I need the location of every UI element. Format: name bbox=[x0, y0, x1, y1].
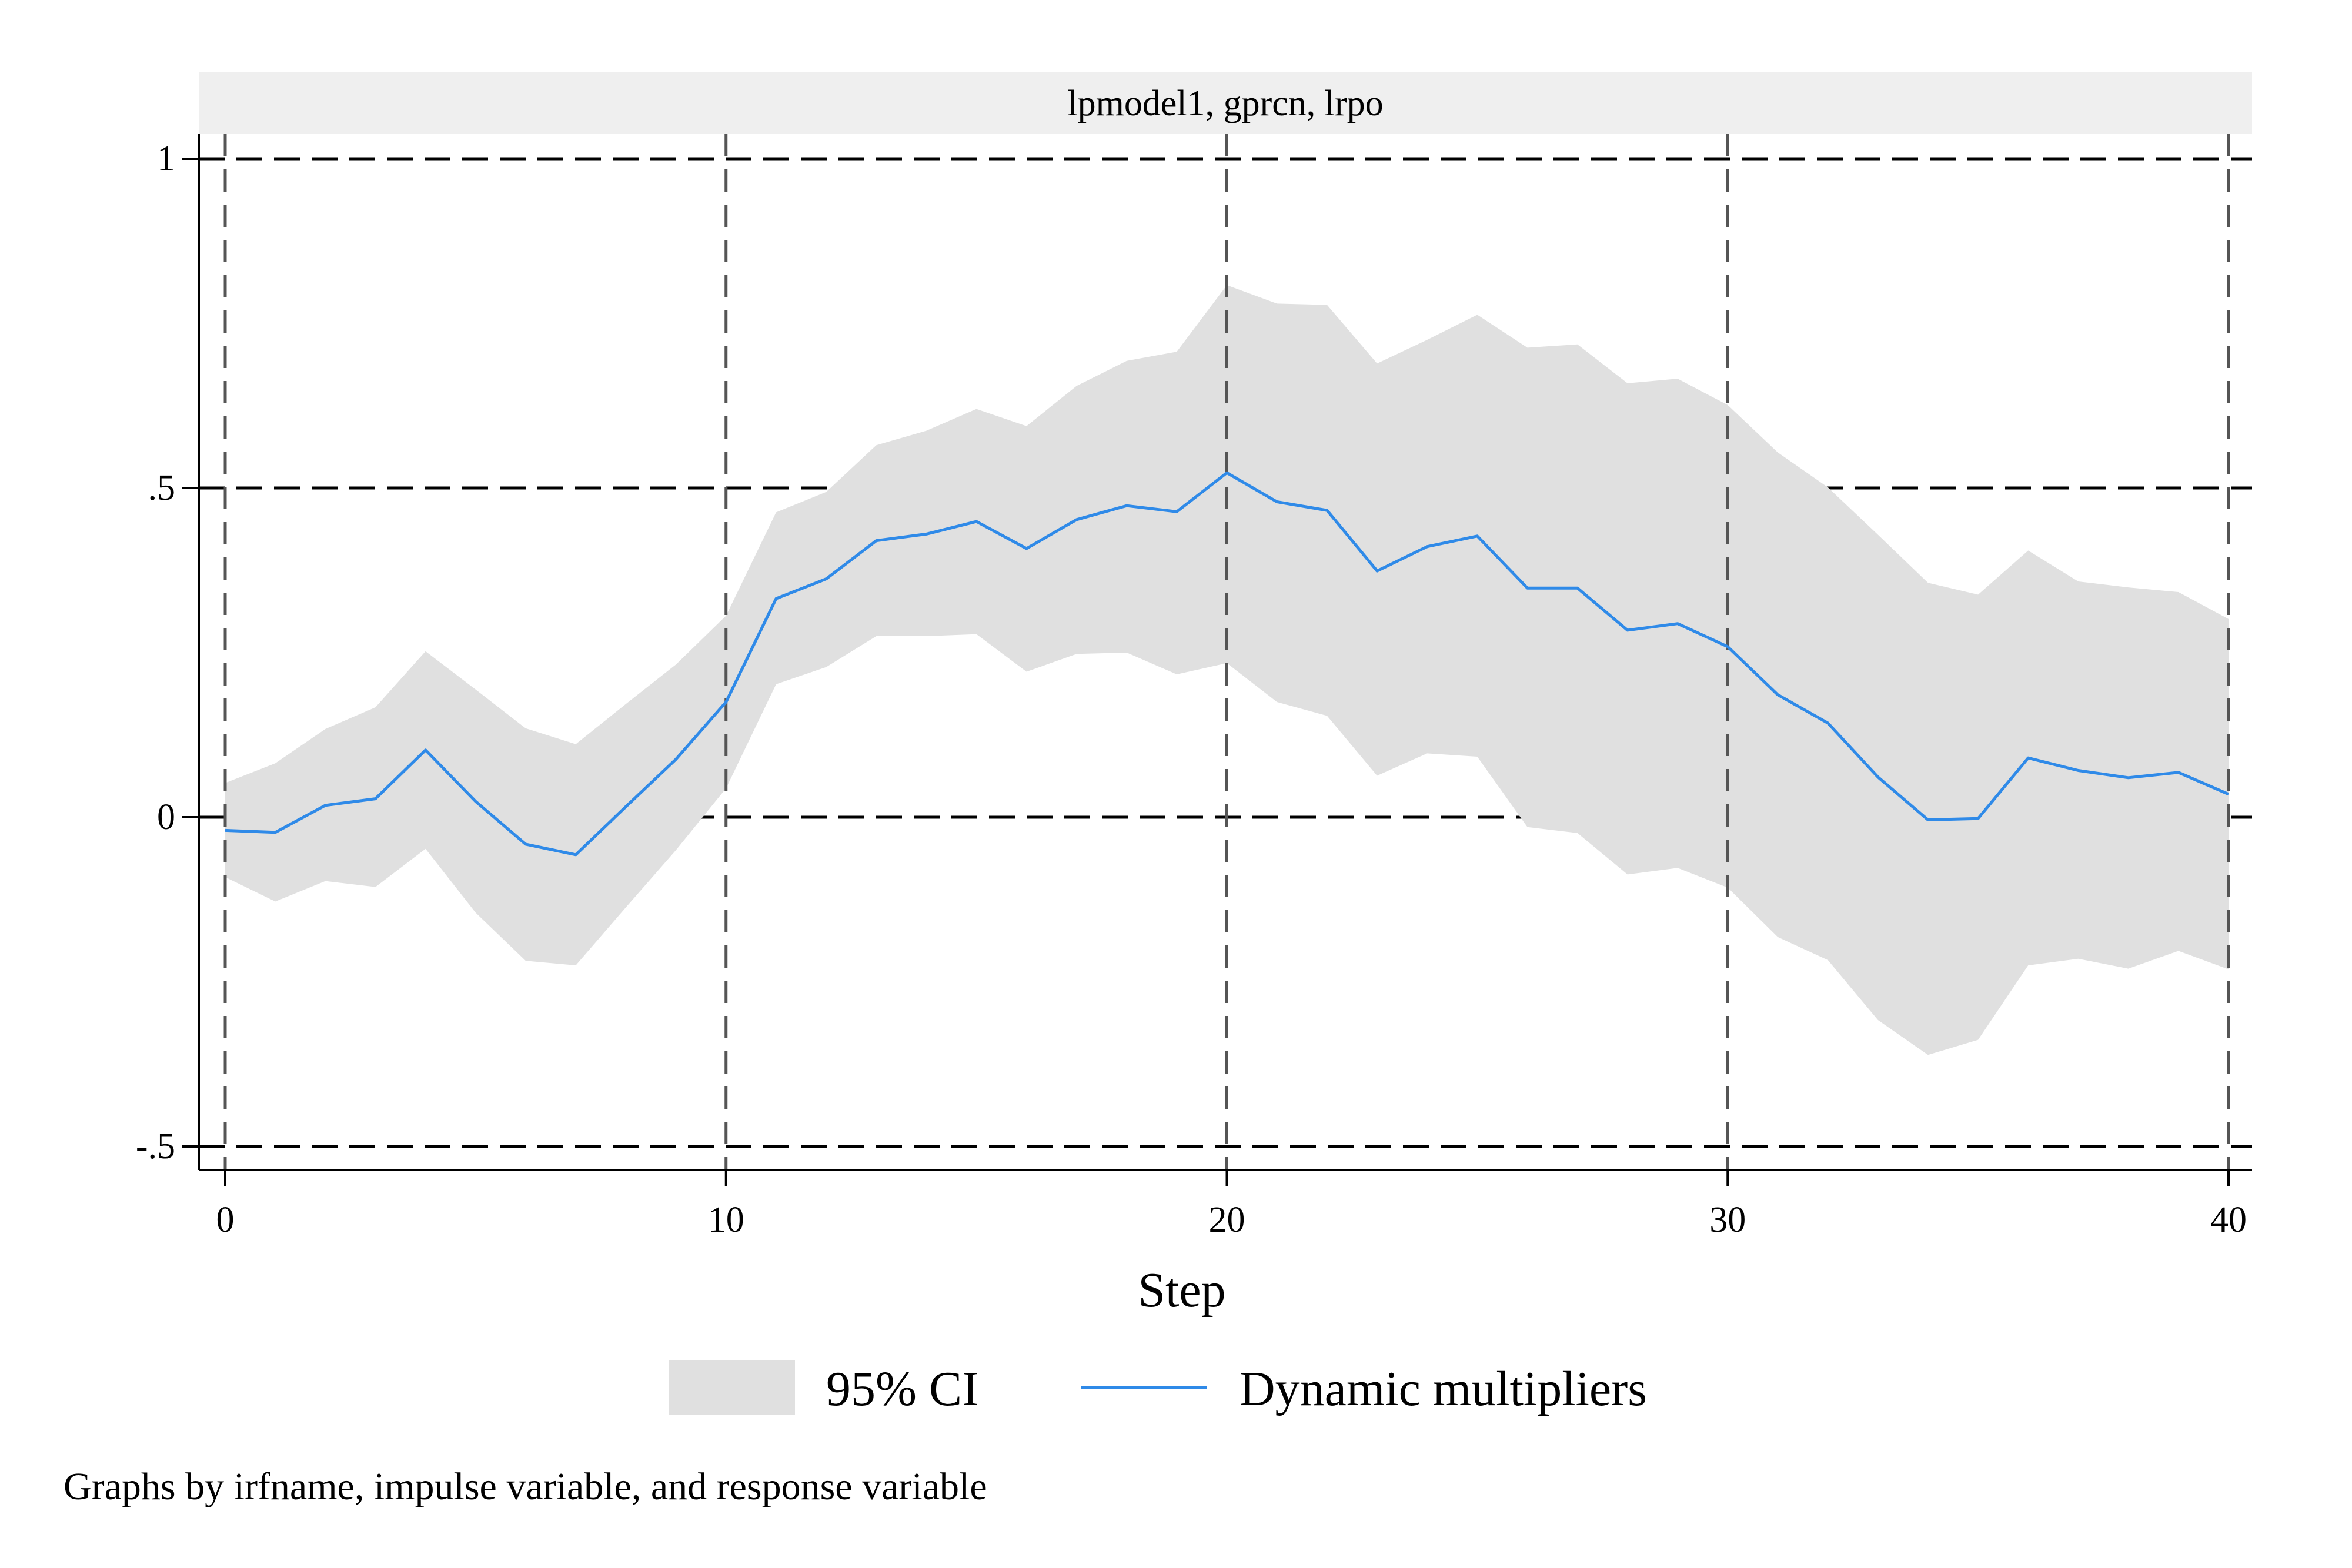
y-tick-label-2: .5 bbox=[148, 468, 176, 508]
legend-ci-swatch bbox=[669, 1360, 795, 1415]
x-axis-ticks: 0 10 20 30 40 bbox=[216, 1170, 2247, 1240]
panel-title: lpmodel1, gprcn, lrpo bbox=[1067, 83, 1383, 123]
x-tick-label-0: 0 bbox=[216, 1200, 235, 1240]
vertical-gridlines bbox=[223, 134, 2230, 1170]
legend-ci-label: 95% CI bbox=[826, 1362, 978, 1416]
x-tick-label-3: 30 bbox=[1709, 1200, 1746, 1240]
x-axis-title: Step bbox=[1138, 1263, 1225, 1318]
x-tick-label-2: 20 bbox=[1209, 1200, 1245, 1240]
graph-note: Graphs by irfname, impulse variable, and… bbox=[64, 1465, 987, 1508]
y-tick-label-3: 1 bbox=[157, 139, 175, 179]
x-tick-label-1: 10 bbox=[708, 1200, 744, 1240]
legend: 95% CI Dynamic multipliers bbox=[669, 1360, 1647, 1416]
y-tick-label-1: 0 bbox=[157, 797, 175, 837]
ci-band bbox=[225, 285, 2229, 1055]
dynamic-multipliers-line bbox=[225, 471, 2229, 857]
x-tick-label-4: 40 bbox=[2210, 1200, 2247, 1240]
panel-title-strip bbox=[199, 72, 2252, 134]
legend-line-label: Dynamic multipliers bbox=[1240, 1362, 1647, 1416]
y-axis-ticks: -.5 0 .5 1 bbox=[136, 139, 199, 1166]
y-tick-label-0: -.5 bbox=[136, 1126, 175, 1166]
